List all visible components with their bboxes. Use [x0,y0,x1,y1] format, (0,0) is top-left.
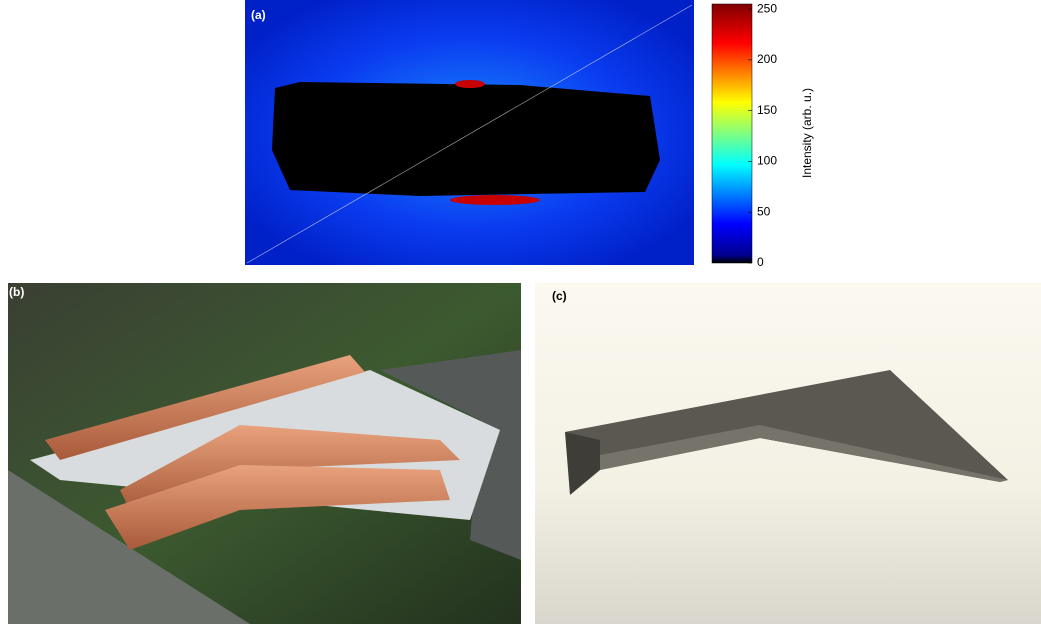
hotspot [455,80,485,88]
panel-a: (a) [245,0,694,265]
tick-label: 250 [757,1,777,15]
panel-b: (b) [8,283,521,624]
panel-c: (c) [535,283,1041,624]
colorbar-label: Intensity (arb. u.) [800,88,814,178]
colorbar: Intensity (arb. u.) 0 50 100 150 200 250 [712,1,814,269]
panel-label: (c) [552,289,567,303]
tick-label: 150 [757,103,777,117]
tick-label: 0 [757,255,764,269]
panel-label: (b) [9,285,24,299]
tick-label: 100 [757,154,777,168]
tick-label: 200 [757,52,777,66]
sample-shadow [272,82,660,196]
colorbar-gradient [712,4,752,263]
figure: (a) Intensity (arb. u.) 050100150200250 … [0,0,1041,624]
tick-label: 50 [757,204,771,218]
panel-label: (a) [251,8,266,22]
hotspot [450,195,540,205]
